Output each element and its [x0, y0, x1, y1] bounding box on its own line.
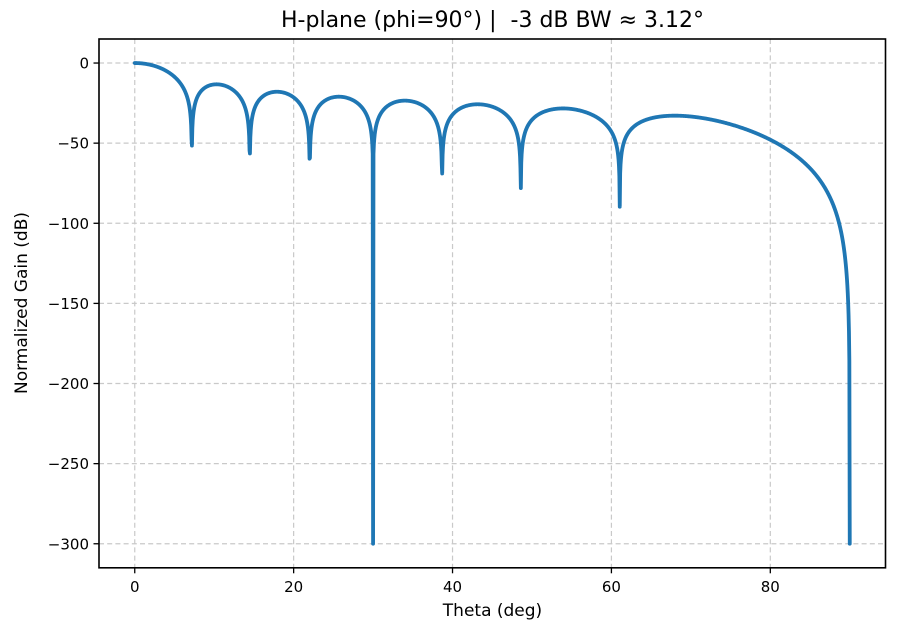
- x-axis-label: Theta (deg): [442, 601, 543, 621]
- y-tick-label-0: 0: [79, 55, 89, 73]
- pattern-curve: [132, 61, 852, 546]
- x-tick-label-80: 80: [761, 578, 780, 596]
- y-tick-label-−50: −50: [57, 135, 89, 153]
- y-tick-label-−300: −300: [48, 535, 89, 553]
- x-tick-label-60: 60: [602, 578, 621, 596]
- y-tick-label-−250: −250: [48, 455, 89, 473]
- x-tick-label-40: 40: [443, 578, 462, 596]
- y-tick-label-−150: −150: [48, 295, 89, 313]
- x-tick-label-0: 0: [130, 578, 140, 596]
- y-tick-label-−100: −100: [48, 215, 89, 233]
- chart-title: H-plane (phi=90°) | -3 dB BW ≈ 3.12°: [281, 8, 704, 33]
- x-tick-label-20: 20: [284, 578, 303, 596]
- plot-background: [99, 39, 886, 568]
- y-tick-label-−200: −200: [48, 375, 89, 393]
